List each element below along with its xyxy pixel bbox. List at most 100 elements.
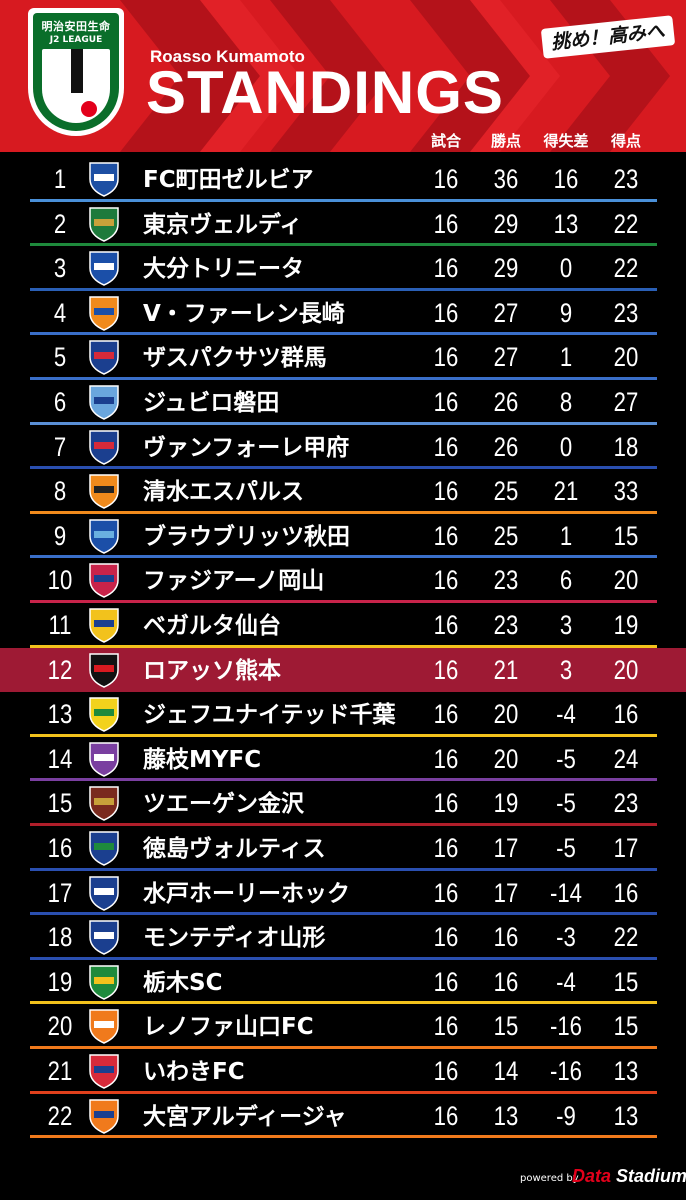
played-cell: 16 — [433, 476, 459, 507]
goal-difference-cell: 3 — [559, 654, 573, 685]
goals-cell: 13 — [613, 1056, 639, 1086]
team-crest-icon — [89, 742, 119, 777]
goal-difference-cell: 13 — [553, 208, 579, 239]
table-row: 9 ブラウブリッツ秋田 16 25 1 15 — [0, 514, 686, 559]
played-cell: 16 — [433, 699, 459, 730]
team-crest-icon — [89, 608, 119, 643]
points-cell: 15 — [493, 1011, 519, 1042]
team-crest-icon — [89, 786, 119, 822]
team-name: V・ファーレン長崎 — [143, 300, 345, 327]
row-divider — [30, 1135, 657, 1139]
goals-cell: 16 — [613, 877, 639, 908]
points-cell: 29 — [493, 253, 519, 284]
played-cell: 16 — [433, 966, 459, 997]
rank-cell: 2 — [53, 208, 67, 239]
goals-cell: 33 — [613, 476, 639, 507]
team-name: 栃木SC — [143, 969, 223, 996]
rank-cell: 22 — [47, 1100, 73, 1131]
row-divider — [30, 733, 657, 737]
goals-cell: 23 — [613, 297, 639, 328]
goals-cell: 24 — [613, 743, 639, 774]
column-header-goal-difference: 得失差 — [543, 132, 589, 150]
goal-difference-cell: 21 — [553, 476, 579, 507]
team-name: いわきFC — [143, 1059, 245, 1085]
team-crest-icon — [89, 563, 119, 599]
column-header-points: 勝点 — [490, 132, 521, 150]
team-crest-icon — [89, 652, 119, 688]
team-name: ジェフユナイテッド千葉 — [143, 702, 396, 729]
goal-difference-cell: 1 — [559, 342, 573, 373]
goals-cell: 27 — [613, 387, 639, 417]
team-name: ジュビロ磐田 — [143, 390, 280, 416]
played-cell: 16 — [433, 431, 459, 462]
goal-difference-cell: 1 — [559, 520, 573, 551]
played-cell: 16 — [433, 342, 459, 373]
rank-cell: 3 — [53, 253, 67, 284]
header-banner: 明治安田生命 J2 LEAGUE Roasso Kumamoto STANDIN… — [0, 0, 686, 152]
goals-cell: 23 — [613, 164, 639, 194]
rank-cell: 9 — [53, 520, 67, 551]
team-subtitle: Roasso Kumamoto — [150, 47, 305, 66]
points-cell: 23 — [493, 565, 519, 596]
points-cell: 20 — [493, 699, 519, 730]
data-stadium-credit: powered by Data Stadium — [520, 1166, 686, 1190]
table-row: 5 ザスパクサツ群馬 16 27 1 20 — [0, 335, 686, 380]
points-cell: 16 — [493, 966, 519, 997]
team-name: 清水エスパルス — [143, 479, 304, 506]
table-row: 12 ロアッソ熊本 16 21 3 20 — [0, 647, 686, 693]
team-name: ファジアーノ岡山 — [143, 568, 325, 595]
goals-cell: 13 — [613, 1100, 639, 1131]
j2-league-logo: 明治安田生命 J2 LEAGUE — [28, 8, 124, 136]
table-row: 22 大宮アルディージャ 16 13 -9 13 — [0, 1094, 686, 1139]
played-cell: 16 — [433, 922, 459, 953]
team-crest-icon — [89, 697, 119, 733]
goal-difference-cell: 6 — [559, 565, 573, 596]
team-crest-icon — [89, 1098, 119, 1134]
team-name: 藤枝MYFC — [143, 746, 262, 773]
table-row: 3 大分トリニータ 16 29 0 22 — [0, 246, 686, 291]
rank-cell: 1 — [53, 164, 67, 194]
played-cell: 16 — [433, 788, 459, 819]
powered-by-text: powered by — [520, 1173, 579, 1184]
team-name: 東京ヴェルディ — [143, 211, 303, 238]
rank-cell: 17 — [47, 877, 73, 908]
rank-cell: 4 — [53, 297, 67, 328]
points-cell: 13 — [493, 1100, 519, 1131]
goals-cell: 16 — [613, 699, 639, 730]
rank-cell: 8 — [53, 476, 67, 507]
played-cell: 16 — [433, 565, 459, 596]
team-name: ブラウブリッツ秋田 — [143, 523, 350, 550]
goals-cell: 15 — [613, 520, 639, 551]
team-crest-icon — [89, 206, 119, 242]
table-row: 8 清水エスパルス 16 25 21 33 — [0, 469, 686, 514]
team-name: 徳島ヴォルティス — [143, 836, 326, 862]
played-cell: 16 — [433, 1011, 459, 1042]
played-cell: 16 — [433, 610, 459, 640]
team-crest-icon — [89, 1009, 119, 1045]
played-cell: 16 — [433, 654, 459, 685]
table-row: 14 藤枝MYFC 16 20 -5 24 — [0, 737, 686, 782]
team-name: レノファ山口FC — [143, 1014, 314, 1041]
goals-cell: 22 — [613, 208, 639, 239]
table-row: 1 FC町田ゼルビア 16 36 16 23 — [0, 157, 686, 202]
row-divider — [30, 1090, 657, 1094]
table-row: 21 いわきFC 16 14 -16 13 — [0, 1049, 686, 1094]
points-cell: 20 — [493, 743, 519, 774]
team-name: ヴァンフォーレ甲府 — [143, 434, 350, 461]
team-name: ツエーゲン金沢 — [143, 791, 304, 818]
goals-cell: 15 — [613, 966, 639, 997]
points-cell: 21 — [493, 654, 519, 685]
goal-difference-cell: -9 — [556, 1100, 576, 1131]
page-title: STANDINGS — [146, 59, 504, 126]
rank-cell: 12 — [47, 654, 73, 685]
row-divider — [30, 1001, 657, 1005]
played-cell: 16 — [433, 1100, 459, 1131]
team-crest-icon — [89, 831, 119, 866]
played-cell: 16 — [433, 164, 459, 194]
row-divider — [30, 867, 657, 871]
brand-prefix: Data — [572, 1166, 612, 1186]
table-row: 10 ファジアーノ岡山 16 23 6 20 — [0, 558, 686, 603]
table-row: 6 ジュビロ磐田 16 26 8 27 — [0, 380, 686, 425]
row-divider — [30, 555, 657, 559]
row-divider — [30, 510, 657, 514]
